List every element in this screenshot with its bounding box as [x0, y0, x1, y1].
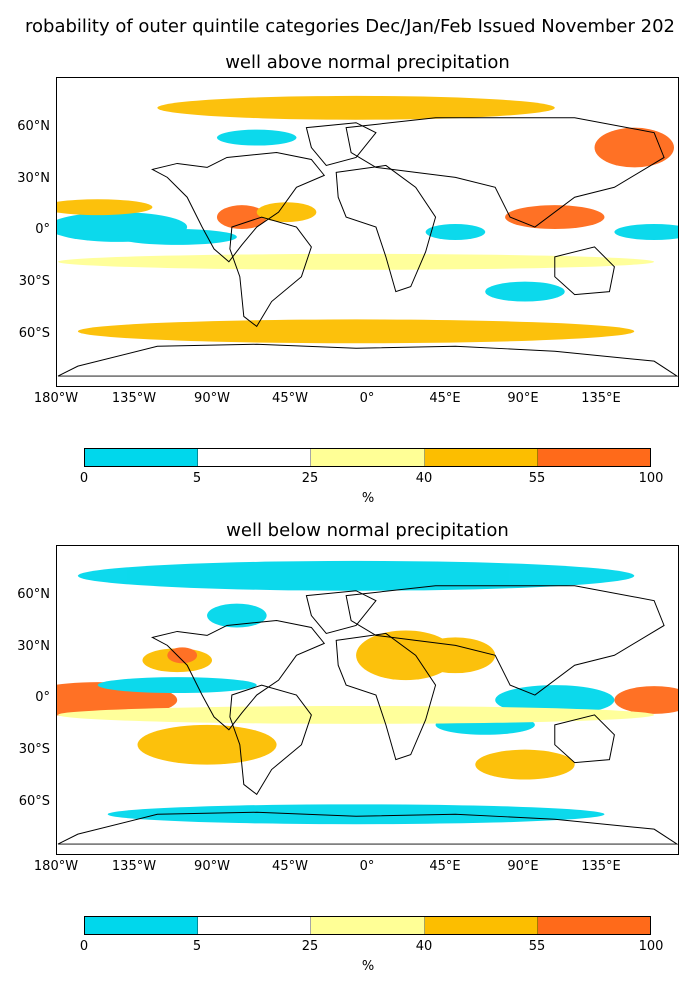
lat-tick-0: 0°	[35, 222, 50, 237]
colorbar-below	[84, 916, 651, 935]
map-title-above: well above normal precipitation	[225, 52, 510, 73]
lat-tick-30n: 30°N	[17, 639, 50, 654]
lon-tick-45e: 45°E	[429, 391, 461, 406]
lat-tick-30n: 30°N	[17, 171, 50, 186]
lon-tick-180w: 180°W	[33, 859, 79, 874]
figure-suptitle: robability of outer quintile categories …	[25, 16, 675, 37]
colorbar-unit: %	[361, 959, 375, 974]
map-title-below: well below normal precipitation	[226, 520, 509, 541]
lat-tick-60s: 60°S	[18, 326, 50, 341]
colorbar-segment	[311, 917, 425, 934]
colorbar-segment	[85, 449, 199, 466]
colorbar-label: 40	[415, 471, 433, 486]
lon-tick-90w: 90°W	[194, 391, 230, 406]
lon-tick-90e: 90°E	[507, 859, 539, 874]
lon-tick-45e: 45°E	[429, 859, 461, 874]
lon-tick-45w: 45°W	[272, 391, 308, 406]
colorbar-unit: %	[361, 491, 375, 506]
colorbar-label: 25	[301, 471, 319, 486]
map-above-normal	[56, 77, 679, 387]
lon-tick-90w: 90°W	[194, 859, 230, 874]
lat-tick-30s: 30°S	[18, 274, 50, 289]
colorbar-label: 5	[192, 939, 202, 954]
colorbar-above	[84, 448, 651, 467]
lon-tick-45w: 45°W	[272, 859, 308, 874]
colorbar-segment	[85, 917, 199, 934]
colorbar-segment	[198, 917, 312, 934]
map-below-normal	[56, 545, 679, 855]
lon-tick-135w: 135°W	[111, 391, 157, 406]
colorbar-segment	[424, 917, 538, 934]
lat-tick-60s: 60°S	[18, 794, 50, 809]
lon-tick-0: 0°	[359, 391, 375, 406]
colorbar-label: 100	[638, 471, 664, 486]
colorbar-label: 55	[528, 471, 546, 486]
colorbar-segment	[537, 449, 651, 466]
colorbar-segment	[198, 449, 312, 466]
lon-tick-180w: 180°W	[33, 391, 79, 406]
colorbar-label: 25	[301, 939, 319, 954]
colorbar-segment	[537, 917, 651, 934]
lat-tick-0: 0°	[35, 690, 50, 705]
lon-tick-135w: 135°W	[111, 859, 157, 874]
colorbar-segment	[424, 449, 538, 466]
contour-field-below	[57, 560, 678, 825]
colorbar-label: 0	[79, 939, 89, 954]
lon-tick-135e: 135°E	[581, 859, 621, 874]
colorbar-label: 100	[638, 939, 664, 954]
colorbar-label: 55	[528, 939, 546, 954]
lat-tick-60n: 60°N	[17, 587, 50, 602]
contour-field-above	[57, 95, 678, 344]
lat-tick-60n: 60°N	[17, 119, 50, 134]
colorbar-segment	[311, 449, 425, 466]
lon-tick-135e: 135°E	[581, 391, 621, 406]
lon-tick-90e: 90°E	[507, 391, 539, 406]
lat-tick-30s: 30°S	[18, 742, 50, 757]
colorbar-label: 0	[79, 471, 89, 486]
colorbar-label: 40	[415, 939, 433, 954]
lon-tick-0: 0°	[359, 859, 375, 874]
colorbar-label: 5	[192, 471, 202, 486]
